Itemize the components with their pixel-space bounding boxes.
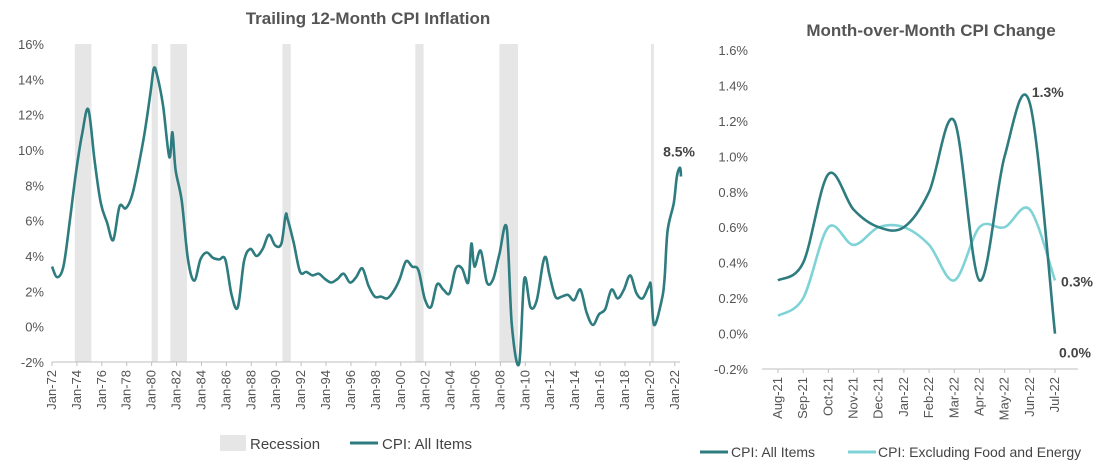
recession-band [170,44,187,362]
recession-band [499,44,519,362]
x-tick-label: Jan-92 [293,370,308,410]
x-tick-label: Apr-22 [971,377,986,416]
x-tick-label: Jan-86 [218,370,233,410]
y-tick-label: 0.4% [718,256,748,271]
x-tick-label: Jan-84 [193,370,208,410]
y-tick-label: 1.2% [718,114,748,129]
x-tick-label: Jan-74 [69,370,84,410]
x-axis: Aug-21 Sep-21 Oct-21 Nov-21 Dec-21 Jan-22 Feb-… [770,369,1062,420]
x-tick-label: Jan-20 [642,370,657,410]
x-tick-label: Oct-21 [820,377,835,416]
legend: Recession CPI: All Items [220,435,472,453]
x-tick-label: Aug-21 [770,377,785,419]
x-tick-label: Jan-76 [94,370,109,410]
data-labels: 1.3% 0.3% 0.0% [1032,84,1094,360]
legend-label-recession: Recession [250,436,320,453]
x-tick-label: Jan-96 [343,370,358,410]
legend-label-cpi: CPI: All Items [382,436,472,453]
trailing-cpi-chart: Trailing 12-Month CPI Inflation -2% 0% 2% 4… [18,9,696,453]
y-axis: -2% 0% 2% 4% 6% 8% 10% 12% 14% 16% [18,37,44,370]
mom-cpi-chart: Month-over-Month CPI Change -0.2% 0.0% 0.2… [700,21,1094,460]
x-tick-label: Jan-22 [667,370,682,410]
x-tick-label: Jan-02 [418,370,433,410]
recession-band [282,44,291,362]
x-tick-label: Jan-72 [44,370,59,410]
recession-band [151,44,158,362]
y-tick-label: 2% [25,284,44,299]
y-tick-label: 4% [25,249,44,264]
x-tick-label: May-22 [997,377,1012,420]
y-tick-label: 6% [25,214,44,229]
y-tick-label: 0.6% [718,220,748,235]
x-tick-label: Nov-21 [846,377,861,419]
legend-swatch-recession [220,435,246,451]
x-tick-label: Jan-10 [517,370,532,410]
data-label: 1.3% [1032,84,1064,100]
data-label-latest: 8.5% [663,144,695,160]
y-tick-label: 1.4% [718,78,748,93]
recession-band [650,44,654,362]
x-tick-label: Jan-22 [896,377,911,417]
x-tick-label: Jan-00 [393,370,408,410]
y-tick-label: 0.2% [718,291,748,306]
data-label: 0.3% [1061,273,1093,289]
x-tick-label: Mar-22 [946,377,961,418]
data-label: 0.0% [1059,345,1091,361]
y-tick-label: 1.0% [718,149,748,164]
y-tick-label: 14% [18,72,44,87]
x-tick-label: Jan-78 [119,370,134,410]
x-tick-label: Jan-04 [443,370,458,410]
y-tick-label: 0.8% [718,185,748,200]
x-tick-label: Jan-16 [592,370,607,410]
x-tick-label: Jan-98 [368,370,383,410]
y-tick-label: -0.2% [714,362,748,377]
x-tick-label: Jan-08 [492,370,507,410]
x-tick-label: Jan-88 [243,370,258,410]
y-tick-label: 0.0% [718,327,748,342]
y-tick-label: 0% [25,320,44,335]
x-tick-label: Jan-12 [542,370,557,410]
x-tick-label: Dec-21 [871,377,886,419]
y-tick-label: 1.6% [718,43,748,58]
legend-label-core: CPI: Excluding Food and Energy [878,444,1081,460]
chart-title: Month-over-Month CPI Change [806,21,1055,40]
y-tick-label: 10% [18,143,44,158]
legend: CPI: All Items CPI: Excluding Food and E… [700,444,1081,460]
recession-band [415,44,424,362]
x-tick-label: Jan-94 [318,370,333,410]
y-tick-label: -2% [21,355,45,370]
y-tick-label: 12% [18,108,44,123]
x-tick-label: Jan-14 [567,370,582,410]
series-line-core-cpi [777,206,1057,317]
x-tick-label: Feb-22 [921,377,936,418]
recession-shading [74,44,654,362]
x-tick-label: Jun-22 [1022,377,1037,417]
series-line-cpi-all-items [50,66,683,367]
chart-title: Trailing 12-Month CPI Inflation [246,9,491,28]
x-tick-label: Sep-21 [795,377,810,419]
y-tick-label: 8% [25,178,44,193]
recession-band [74,44,92,362]
y-tick-label: 16% [18,37,44,52]
x-tick-label: Jan-06 [468,370,483,410]
x-tick-label: Jan-18 [617,370,632,410]
x-tick-label: Jan-90 [268,370,283,410]
x-tick-label: Jan-80 [144,370,159,410]
legend-label-cpi: CPI: All Items [731,444,815,460]
x-tick-label: Jul-22 [1047,377,1062,412]
y-axis: -0.2% 0.0% 0.2% 0.4% 0.6% 0.8% 1.0% 1.2% 1.4% 1.6… [714,43,748,377]
series-line-cpi-all-items [777,93,1057,334]
x-tick-label: Jan-82 [169,370,184,410]
x-axis: Jan-72 Jan-74 Jan-76 Jan-78 Jan-80 Jan-82 Jan-… [44,362,682,410]
